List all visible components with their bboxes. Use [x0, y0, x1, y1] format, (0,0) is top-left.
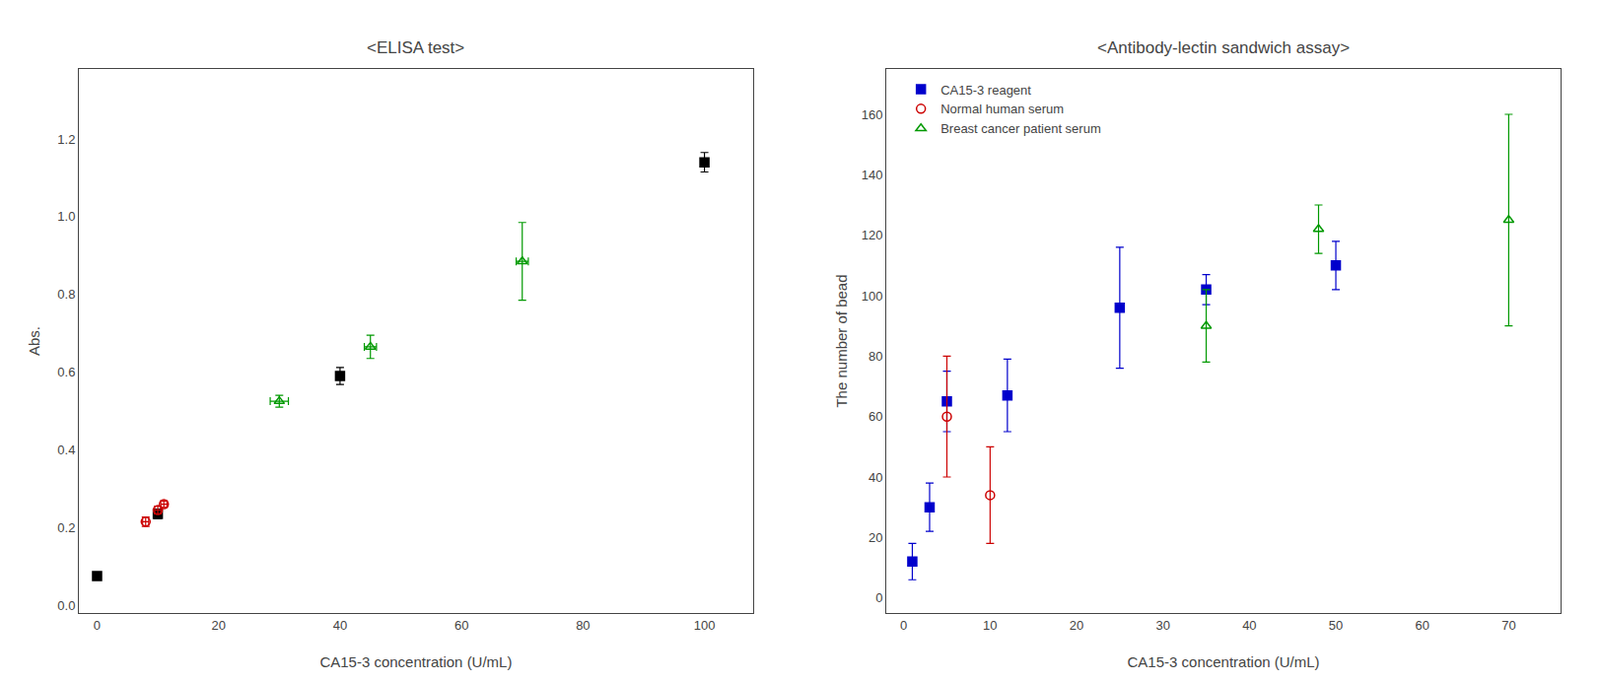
svg-text:CA15-3 concentration (U/mL): CA15-3 concentration (U/mL) — [1127, 653, 1321, 671]
svg-text:0.6: 0.6 — [57, 364, 75, 380]
svg-text:Breast cancer patient serum: Breast cancer patient serum — [940, 121, 1102, 137]
svg-text:140: 140 — [861, 167, 884, 183]
svg-text:CA15-3 concentration (U/mL): CA15-3 concentration (U/mL) — [319, 653, 512, 671]
svg-text:0: 0 — [900, 618, 907, 633]
svg-text:Normal human serum: Normal human serum — [940, 101, 1064, 117]
svg-text:100: 100 — [694, 618, 716, 633]
svg-text:80: 80 — [868, 348, 883, 364]
svg-text:0.4: 0.4 — [57, 442, 75, 458]
svg-text:10: 10 — [982, 618, 997, 633]
svg-text:20: 20 — [1069, 618, 1084, 633]
svg-text:160: 160 — [861, 107, 884, 123]
svg-text:0.2: 0.2 — [57, 520, 75, 536]
svg-text:0: 0 — [93, 618, 101, 633]
svg-text:0: 0 — [875, 590, 883, 606]
svg-text:60: 60 — [1414, 618, 1429, 633]
svg-text:0.0: 0.0 — [57, 598, 75, 614]
svg-text:20: 20 — [210, 618, 225, 633]
svg-text:40: 40 — [1242, 618, 1256, 633]
svg-text:1.0: 1.0 — [57, 208, 75, 224]
svg-text:CA15-3 reagent: CA15-3 reagent — [940, 82, 1032, 98]
svg-text:60: 60 — [454, 618, 469, 633]
svg-text:120: 120 — [861, 227, 884, 243]
svg-text:40: 40 — [868, 470, 883, 486]
svg-text:0.8: 0.8 — [57, 286, 75, 302]
svg-text:60: 60 — [868, 409, 883, 424]
svg-text:The number of bead: The number of bead — [833, 274, 850, 408]
svg-text:<ELISA test>: <ELISA test> — [366, 38, 465, 58]
svg-text:80: 80 — [575, 618, 590, 633]
svg-text:Abs.: Abs. — [25, 326, 43, 356]
svg-text:40: 40 — [333, 618, 348, 633]
svg-text:<Antibody-lectin sandwich assa: <Antibody-lectin sandwich assay> — [1097, 38, 1350, 58]
svg-text:100: 100 — [861, 288, 884, 304]
svg-text:30: 30 — [1155, 618, 1170, 633]
svg-text:1.2: 1.2 — [57, 132, 75, 147]
svg-text:70: 70 — [1501, 618, 1516, 633]
svg-text:20: 20 — [868, 530, 883, 546]
svg-text:50: 50 — [1328, 618, 1343, 633]
